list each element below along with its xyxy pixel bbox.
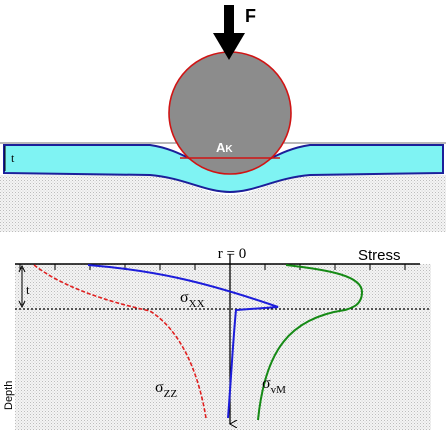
indentation-sketch: F AK t [0,5,446,232]
sigma-symbol: σ [262,375,271,392]
sphere-indenter [168,51,292,175]
contact-area-label: AK [216,140,233,155]
force-label: F [245,6,256,26]
force-arrow-shaft [224,5,234,35]
thickness-arrowheads [18,264,26,309]
force-arrow-head [213,33,245,60]
thickness-label: t [26,282,30,297]
contact-area-symbol: A [216,140,226,155]
sigma-symbol: σ [180,289,189,306]
sigma-vm-curve [257,264,364,421]
sigma-subscript: XX [189,298,205,310]
sigma-subscript: vM [271,384,287,396]
thickness-label: t [11,151,15,165]
substrate [0,175,446,232]
sigma-subscript: ZZ [164,388,178,400]
origin-label: r = 0 [218,246,246,262]
sigma-symbol: σ [155,379,164,396]
contact-area-subscript: K [225,144,233,155]
depth-label: Depth [3,381,15,410]
sigma-vm-label: σvM [262,375,286,396]
stress-plot: r = 0 Stress t Depth σXX σZZ σvM [3,246,431,430]
sigma-zz-curve [33,264,207,419]
stress-axis-label: Stress [358,247,401,264]
sigma-xx-label: σXX [180,289,205,310]
sigma-xx-curve [87,264,279,419]
sigma-zz-label: σZZ [155,379,177,400]
